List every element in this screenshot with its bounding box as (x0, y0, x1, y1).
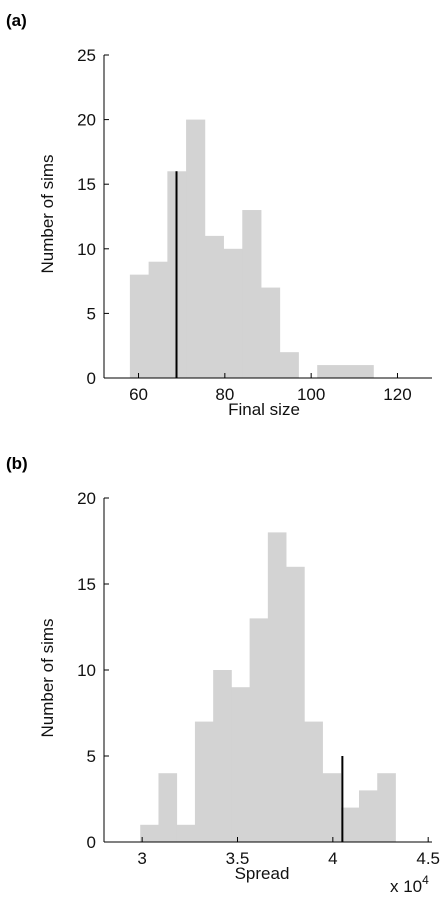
panel-a-ylabel: Number of sims (38, 154, 57, 273)
panel-b-xtick-label-3: 4.5 (416, 849, 440, 868)
panel-b-bar-5 (231, 687, 251, 842)
panel-a-ytick-label-5: 25 (77, 46, 96, 65)
panel-a-bar-11 (335, 365, 356, 378)
panel-b-bar-7 (267, 532, 287, 842)
panel-a-final-size-histogram: (a) 0 5 10 15 20 25 60 80 100 120 Final size Numb… (6, 11, 432, 419)
panel-a-bar-1 (148, 261, 168, 378)
panel-a-label: (a) (6, 11, 27, 30)
panel-b-bar-1 (158, 773, 178, 842)
panel-b-xtick-label-0: 3 (137, 849, 146, 868)
panel-b-label: (b) (6, 454, 28, 473)
panel-a-xtick-label-1: 80 (215, 385, 234, 404)
panel-b-bar-10 (322, 773, 342, 842)
panel-a-ytick-label-0: 0 (87, 369, 96, 388)
panel-b-ytick-label-1: 5 (87, 747, 96, 766)
panel-b-bar-9 (304, 721, 323, 842)
panel-b-axis-multiplier-exponent: 4 (422, 873, 429, 887)
panel-b-bar-13 (377, 773, 396, 842)
panel-b-bar-0 (140, 824, 159, 842)
panel-b-axis-multiplier: x 104 (390, 873, 429, 896)
panel-b-spread-histogram: (b) 0 5 10 15 20 3 3.5 4 4.5 Spread Number of si… (6, 454, 440, 896)
panel-a-xtick-label-3: 120 (383, 385, 411, 404)
panel-b-xlabel: Spread (235, 864, 290, 883)
panel-b-xtick-label-2: 4 (328, 849, 337, 868)
panel-a-ytick-label-3: 15 (77, 175, 96, 194)
panel-b-ytick-label-4: 20 (77, 489, 96, 508)
panel-a-xlabel: Final size (228, 400, 300, 419)
panel-b-bar-3 (194, 721, 214, 842)
panel-a-bar-7 (261, 287, 281, 378)
panel-b-bar-11 (340, 807, 360, 842)
panel-a-bars (129, 119, 374, 378)
panel-b-bar-6 (249, 618, 269, 842)
panel-a-bar-5 (223, 248, 243, 378)
panel-b-bar-4 (213, 670, 232, 842)
panel-b-bar-8 (286, 566, 305, 842)
panel-b-axes: 0 5 10 15 20 3 3.5 4 4.5 (77, 489, 440, 868)
panel-b-ylabel: Number of sims (38, 618, 57, 737)
panel-b-ytick-label-2: 10 (77, 661, 96, 680)
panel-a-ytick-label-1: 5 (87, 304, 96, 323)
panel-a-bar-10 (317, 365, 337, 378)
panel-a-bar-12 (354, 365, 374, 378)
panel-a-xtick-label-2: 100 (297, 385, 325, 404)
panel-b-ytick-label-3: 15 (77, 575, 96, 594)
panel-a-xtick-label-0: 60 (129, 385, 148, 404)
panel-b-bars (140, 532, 396, 842)
panel-b-axis-multiplier-base: x 10 (390, 877, 422, 896)
panel-a-ytick-label-4: 20 (77, 111, 96, 130)
panel-a-bar-0 (129, 274, 150, 378)
panel-a-bar-4 (204, 235, 224, 378)
panel-a-bar-8 (279, 352, 299, 378)
panel-a-axes: 0 5 10 15 20 25 60 80 100 120 (77, 46, 432, 404)
panel-b-xtick-label-1: 3.5 (226, 849, 250, 868)
panel-b-bar-2 (176, 824, 196, 842)
panel-b-bar-12 (359, 790, 378, 842)
panel-a-ytick-label-2: 10 (77, 240, 96, 259)
panel-a-bar-3 (186, 119, 206, 378)
panel-a-bar-6 (242, 210, 262, 378)
panel-b-ytick-label-0: 0 (87, 833, 96, 852)
